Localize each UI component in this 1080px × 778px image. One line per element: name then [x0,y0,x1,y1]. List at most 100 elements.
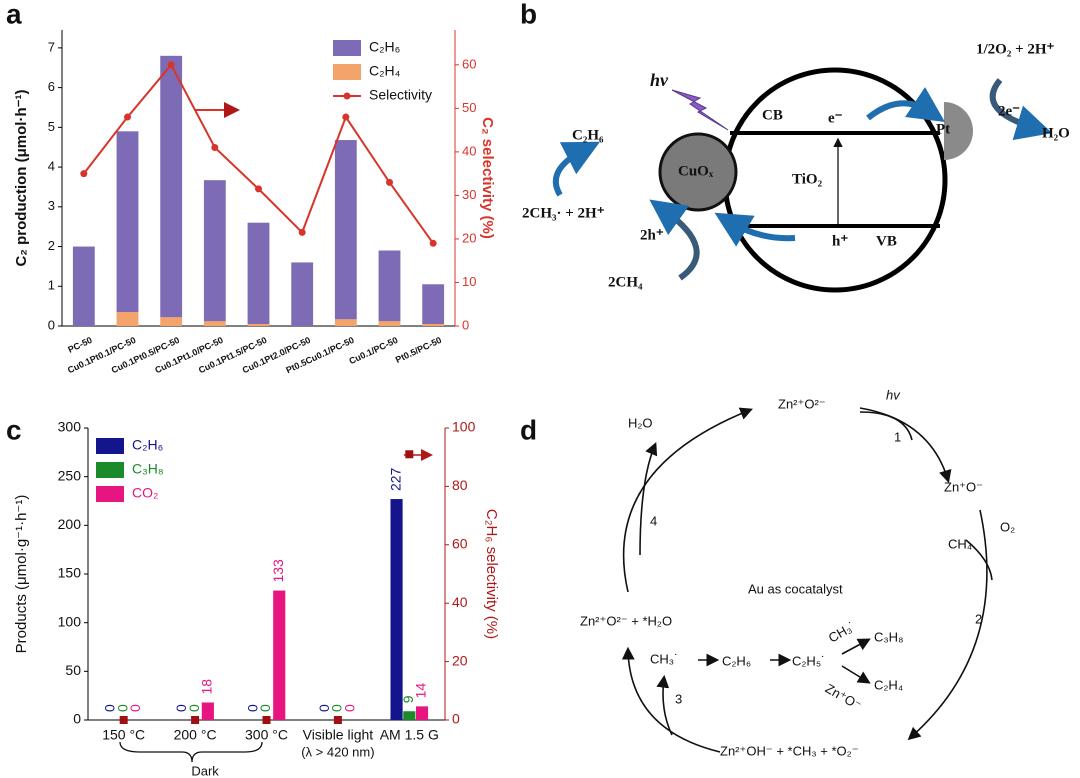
legend-label: CO₂ [132,485,158,501]
bar [273,590,286,720]
y2-tick-label: 50 [462,100,476,115]
annotation: Dark [191,763,219,778]
y-tick-label: 0 [73,711,81,727]
data-label: 0 [329,704,345,712]
cuox-particle [658,132,738,212]
x-tick-label: AM 1.5 G [380,727,439,743]
y2-tick-label: 0 [462,317,469,332]
panel-label: b [520,0,537,29]
label: Zn²⁺OH⁻ + *CH₃ + *O₂⁻ [720,743,859,758]
y-tick-label: 300 [58,419,82,435]
line-point [429,239,437,247]
bar-segment [72,246,95,326]
data-label: 0 [244,704,260,712]
y-tick-label: 6 [48,79,55,94]
cycle-arrow [621,646,721,753]
legend-swatch [333,40,361,56]
y-tick-label: 4 [48,159,55,174]
x-tick-label: Cu0.1/PC-50 [348,335,400,366]
line-point [167,61,175,69]
label: TiO₂ [792,171,823,187]
data-label: 0 [341,704,357,712]
bar-segment [378,321,401,326]
legend-swatch [96,486,124,502]
bar [201,702,214,720]
y2-tick-label: 80 [452,477,468,493]
diagram-d-labels: Zn²⁺O²⁻ hv 1 Zn⁺O⁻ O₂ CH₄ 2 Au as cocata… [580,387,1015,758]
y-axis-label: C₂ production (μmol·h⁻¹) [13,89,30,266]
lightning [671,89,729,131]
data-label: 0 [127,704,143,712]
x-tick-label: Pt0.5/PC-50 [394,335,443,365]
data-label: 0 [257,704,273,712]
line-point [255,185,262,193]
data-label: 0 [316,704,332,712]
branch-arrow [965,539,993,581]
label: 3 [675,691,682,706]
data-label: 0 [186,704,202,712]
data-label: 133 [270,559,286,583]
data-label: 227 [387,467,403,491]
marker [262,716,271,724]
label: Zn⁺O⁻ [944,479,983,494]
legend-label: C₃H₈ [132,461,164,477]
panel-label: d [520,414,537,445]
bar-segment [422,324,445,326]
bar-segment [334,319,357,326]
branch-arrow [656,674,673,736]
y-tick-label: 100 [58,613,82,629]
y-tick-label: 3 [48,198,55,213]
y-tick-label: 250 [58,467,82,483]
label: e⁻ [828,110,843,126]
legend-swatch [96,462,124,478]
x-tick-label: 200 °C [174,727,217,743]
bar-segment [247,324,270,326]
bar-segment [334,140,357,320]
label: O₂ [1000,519,1015,534]
reaction-arrow [553,141,601,197]
y2-tick-label: 60 [462,56,476,71]
marker [191,716,200,724]
label: 2h⁺ [640,227,664,243]
label: 1 [894,429,901,444]
y-axis-label: Products (μmol·g⁻¹·h⁻¹) [13,495,30,654]
label: Au as cocatalyst [748,581,843,596]
bar-segment [378,250,401,322]
cycle-arrow [907,509,988,741]
branch-arrow [639,442,658,556]
bar-segment [203,321,226,326]
y2-tick-label: 60 [452,536,468,552]
label: Pt [936,121,950,137]
label: CH₄ [948,536,972,551]
y2-tick-label: 20 [462,230,476,245]
y2-tick-label: 100 [452,419,476,435]
label: CH₃˙ [650,651,678,666]
y-tick-label: 200 [58,516,82,532]
line-point [298,228,306,236]
line-point [386,178,393,186]
brace [119,741,263,763]
y-tick-label: 0 [48,317,55,332]
reaction-arrow [989,78,1053,141]
data-label: 9 [400,695,416,703]
bar [403,711,416,720]
label: C₃H₈ [874,629,903,644]
bar-segment [203,180,226,322]
data-label: 0 [102,704,118,712]
marker [333,716,342,724]
y-tick-label: 1 [48,278,55,293]
label: h⁺ [832,233,848,249]
legend-label: C₂H₆ [369,39,400,55]
label: CH₃˙ [826,618,858,645]
data-label: 0 [114,704,130,712]
label: C₂H₆ [572,127,604,143]
y-tick-label: 150 [58,565,82,581]
bar-segment [247,222,270,325]
label: C₂H₅˙ [792,653,825,668]
bar [415,706,429,720]
hole-arrow [714,212,796,247]
line-point [211,144,219,152]
panel-label: a [6,0,22,29]
x-tick-label: Visible light [303,727,374,743]
